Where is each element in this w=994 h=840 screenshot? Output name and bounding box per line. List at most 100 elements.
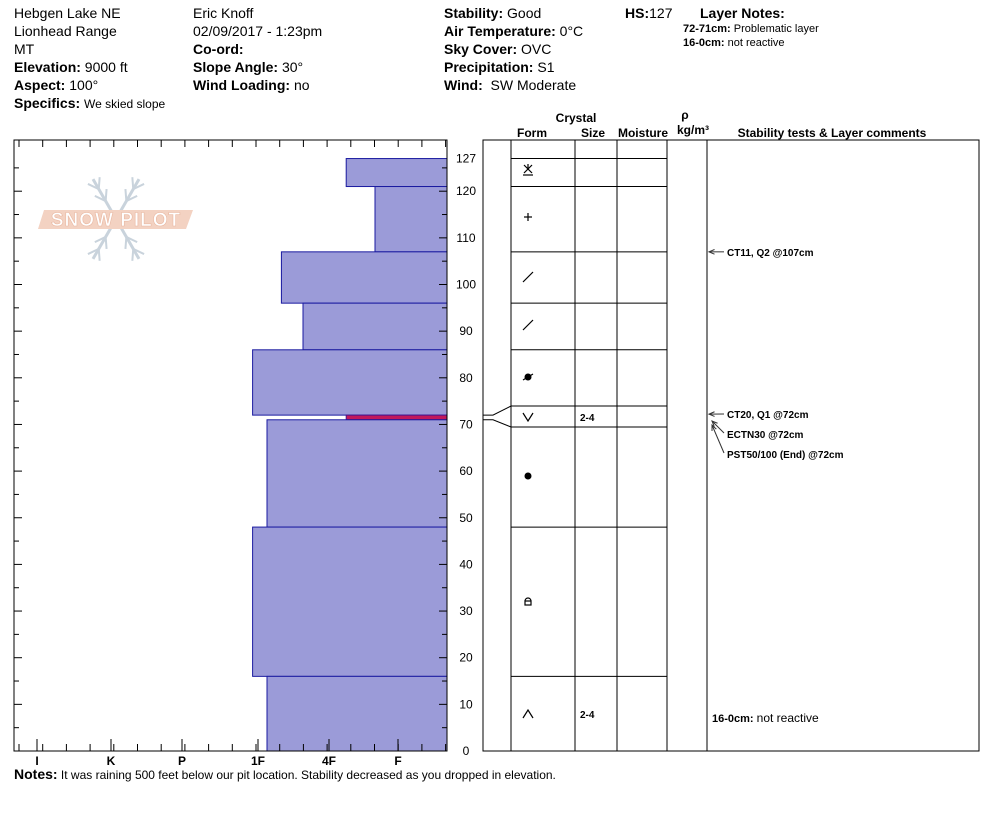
symbol-stroke bbox=[522, 708, 534, 719]
snowpilot-logo: SNOW PILOT bbox=[38, 177, 193, 261]
header-moisture: Moisture bbox=[618, 126, 668, 140]
layer-boundary-connector bbox=[483, 419, 667, 428]
symbol-stroke bbox=[524, 597, 532, 602]
y-tick-label: 127 bbox=[456, 152, 476, 166]
notes-label: Notes: bbox=[14, 766, 58, 782]
location-name: Hebgen Lake NE bbox=[14, 5, 121, 21]
crystal-size: 2-4 bbox=[580, 413, 595, 424]
layer-comment-range: 16-0cm: bbox=[712, 713, 757, 725]
range-name: Lionhead Range bbox=[14, 23, 117, 39]
test-pointer bbox=[711, 420, 725, 434]
observer-name: Eric Knoff bbox=[193, 5, 254, 21]
crystal-size: 2-4 bbox=[580, 710, 595, 721]
weak-layer-bar bbox=[345, 414, 448, 421]
hs-value: 127 bbox=[649, 5, 673, 21]
crystal-form-surface-hoar bbox=[522, 412, 534, 423]
stability-label: Stability: bbox=[444, 5, 504, 21]
coord-row: Co-ord: bbox=[193, 40, 244, 58]
profile-axes: I K P 1F 4F F 0 10 20 30 40 50 60 70 80 90 100 110 120 127 bbox=[13, 139, 476, 768]
sky-value: OVC bbox=[521, 41, 552, 57]
stability-tests: CT11, Q2 @107cm CT20, Q1 @72cm ECTN30 @72c… bbox=[707, 248, 844, 725]
slope-label: Slope Angle: bbox=[193, 59, 279, 75]
slope-value: 30° bbox=[281, 59, 304, 75]
logo-flake-branch bbox=[104, 236, 108, 249]
y-tick-label: 110 bbox=[456, 231, 475, 245]
wind-row: Wind: SW Moderate bbox=[444, 76, 576, 94]
y-tick-label: 0 bbox=[463, 744, 470, 758]
coord-label: Co-ord: bbox=[193, 41, 244, 57]
x-tick-label: I bbox=[35, 754, 38, 768]
layer-notes-title: Layer Notes: bbox=[700, 5, 785, 21]
elevation-label: Elevation: bbox=[14, 59, 81, 75]
logo-flake-branch bbox=[87, 247, 100, 255]
logo-flake-branch bbox=[124, 236, 128, 249]
air-temp-value: 0°C bbox=[559, 23, 584, 39]
y-tick-label: 30 bbox=[459, 604, 473, 618]
symbol-stroke bbox=[524, 600, 532, 606]
air-temp-row: Air Temperature: 0°C bbox=[444, 22, 583, 40]
x-tick-label: P bbox=[178, 754, 186, 768]
test-label: CT20, Q1 @72cm bbox=[727, 410, 809, 421]
precip-row: Precipitation: S1 bbox=[444, 58, 554, 76]
hardness-bar bbox=[266, 419, 448, 528]
logo-flake-branch bbox=[131, 177, 135, 190]
air-temp-label: Air Temperature: bbox=[444, 23, 556, 39]
sky-row: Sky Cover: OVC bbox=[444, 40, 551, 58]
logo-flake-branch bbox=[97, 177, 101, 190]
wind-loading-row: Wind Loading: no bbox=[193, 76, 310, 94]
test-label: PST50/100 (End) @72cm bbox=[727, 450, 844, 461]
wind-loading-value: no bbox=[293, 77, 310, 93]
test-arrowhead bbox=[707, 249, 715, 255]
elevation-row: Elevation: 9000 ft bbox=[14, 58, 128, 76]
y-tick-label: 40 bbox=[459, 557, 473, 571]
specifics-value: We skied slope bbox=[84, 97, 166, 111]
symbol-stroke bbox=[522, 319, 534, 331]
logo-text: SNOW PILOT bbox=[51, 210, 181, 231]
header-crystal: Crystal bbox=[556, 111, 597, 125]
header-size: Size bbox=[581, 126, 605, 140]
slope-row: Slope Angle: 30° bbox=[193, 58, 303, 76]
hardness-bar bbox=[252, 349, 448, 416]
logo-flake-branch bbox=[124, 189, 128, 202]
test-pointer bbox=[711, 424, 725, 454]
logo-flake-branch bbox=[104, 189, 108, 202]
specifics-label: Specifics: bbox=[14, 95, 81, 111]
elevation-value: 9000 ft bbox=[84, 59, 128, 75]
symbol-stroke bbox=[522, 373, 534, 381]
layer-boundary-connector bbox=[483, 405, 667, 416]
hs-row: HS:127 bbox=[625, 4, 672, 22]
logo-flake-branch bbox=[132, 183, 145, 191]
logo-banner bbox=[38, 210, 193, 229]
crystal-form-decomposing bbox=[522, 271, 534, 283]
state-name: MT bbox=[14, 41, 35, 57]
specifics-row: Specifics: We skied slope bbox=[14, 94, 165, 113]
precip-label: Precipitation: bbox=[444, 59, 534, 75]
x-tick-label: F bbox=[394, 754, 401, 768]
wind-loading-label: Wind Loading: bbox=[193, 77, 291, 93]
notes-text: It was raining 500 feet below our pit lo… bbox=[60, 768, 556, 782]
symbol-dot bbox=[524, 472, 532, 480]
header-rho: ρ bbox=[681, 108, 688, 122]
crystal-form-rounded bbox=[524, 472, 532, 480]
stability-value: Good bbox=[507, 5, 542, 21]
layer-note-1: 72-71cm: Problematic layer bbox=[683, 23, 819, 35]
y-tick-label: 10 bbox=[459, 697, 473, 711]
logo-flake-branch bbox=[125, 194, 138, 202]
header-density-unit: kg/m³ bbox=[677, 123, 709, 137]
test-arrowhead bbox=[711, 423, 717, 432]
x-tick-label: 4F bbox=[322, 754, 336, 768]
header-form: Form bbox=[517, 126, 547, 140]
y-tick-label: 20 bbox=[459, 651, 473, 665]
layer-comment-16-0: 16-0cm: not reactive bbox=[712, 711, 819, 725]
crystal-form-decomposing-precip bbox=[523, 164, 533, 176]
y-tick-label: 50 bbox=[459, 511, 473, 525]
stability-row: Stability: Good bbox=[444, 4, 541, 22]
hardness-bar bbox=[280, 251, 448, 304]
logo-flake-branch bbox=[131, 248, 135, 261]
crystal-form-precip bbox=[524, 213, 532, 221]
symbol-stroke bbox=[522, 412, 534, 423]
y-tick-label: 120 bbox=[456, 184, 476, 198]
y-tick-label: 80 bbox=[459, 371, 473, 385]
logo-flake-branch bbox=[132, 247, 145, 255]
